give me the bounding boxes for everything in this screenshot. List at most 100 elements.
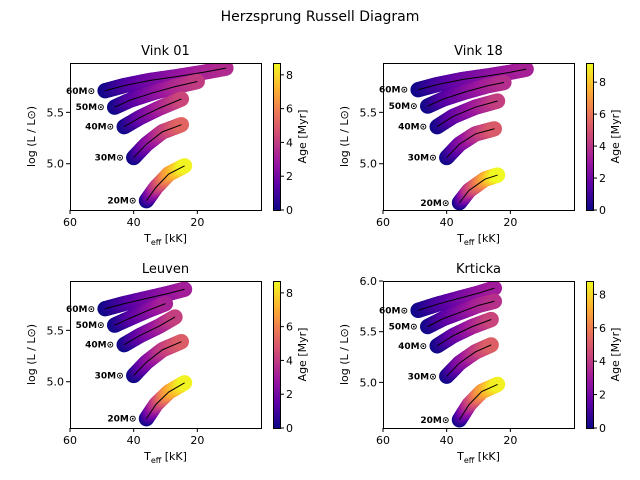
track-3 <box>126 117 190 166</box>
colorbar-frame <box>273 281 281 429</box>
mass-label: 50M⊙ <box>389 323 418 333</box>
track-1 <box>419 74 512 114</box>
colorbar-frame <box>273 63 281 211</box>
track-2 <box>116 91 190 135</box>
x-tick-label: 60 <box>63 434 77 447</box>
track-4 <box>138 375 193 427</box>
colorbar-tick-label: 0 <box>599 422 606 435</box>
track-line <box>123 316 176 346</box>
track-line <box>427 300 495 328</box>
colorbar-tick-label: 2 <box>286 170 293 183</box>
colorbar: 0 2 4 6 8 Age [Myr] <box>586 281 622 435</box>
mass-label: 20M⊙ <box>107 415 136 425</box>
track-line <box>145 165 185 202</box>
track-line <box>114 81 198 108</box>
y-tick-label: 6.0 <box>360 275 378 288</box>
y-axis-label: log (L / L⊙) <box>25 324 38 385</box>
track-2 <box>116 309 183 353</box>
colorbar-tick-label: 6 <box>599 322 606 335</box>
track-0 <box>97 281 193 317</box>
track-1 <box>106 296 174 333</box>
x-tick-label: 20 <box>190 434 204 447</box>
y-tick-label: 5.5 <box>47 324 65 337</box>
x-tick-label: 40 <box>127 216 141 229</box>
track-line <box>458 383 498 421</box>
x-axis-label: Teff [kK] <box>143 450 187 465</box>
mass-label: 50M⊙ <box>389 102 418 112</box>
colorbar-tick-label: 0 <box>599 204 606 217</box>
colorbar-tick-label: 2 <box>599 172 606 185</box>
track-2 <box>429 93 506 135</box>
y-tick-label: 5.0 <box>47 376 65 389</box>
mass-label: 40M⊙ <box>398 342 427 352</box>
mass-label: 60M⊙ <box>379 306 408 316</box>
colorbar-gradient <box>586 63 593 210</box>
y-tick-label: 5.5 <box>360 106 378 119</box>
colorbar-frame <box>586 281 594 429</box>
colorbar-tick-label: 8 <box>599 76 606 89</box>
mass-label: 30M⊙ <box>95 372 124 382</box>
x-tick-label: 60 <box>63 216 77 229</box>
mass-label: 60M⊙ <box>66 305 95 315</box>
track-line <box>133 124 182 158</box>
track-line <box>436 319 492 347</box>
x-tick-label: 40 <box>127 434 141 447</box>
track-line <box>114 303 166 326</box>
axes-frame <box>70 63 262 211</box>
track-line <box>427 82 505 107</box>
x-tick-label: 20 <box>190 216 204 229</box>
y-tick-label: 5.5 <box>360 326 378 339</box>
track-marker <box>218 63 234 76</box>
y-tick-label: 5.5 <box>47 106 65 119</box>
colorbar-label: Age [Myr] <box>296 328 309 382</box>
mass-label: 40M⊙ <box>398 123 427 133</box>
x-tick-label: 20 <box>503 216 517 229</box>
colorbar-tick-label: 8 <box>286 69 293 82</box>
track-line <box>104 288 185 310</box>
track-3 <box>439 337 499 384</box>
mass-label: 20M⊙ <box>420 199 449 209</box>
track-line <box>436 100 498 128</box>
panel-title: Leuven <box>142 262 189 277</box>
track-4 <box>451 376 506 428</box>
track-line <box>459 174 498 204</box>
x-tick-label: 40 <box>440 216 454 229</box>
mass-label: 30M⊙ <box>408 154 437 164</box>
colorbar-tick-label: 8 <box>286 287 293 300</box>
mass-label: 60M⊙ <box>66 87 95 97</box>
track-4 <box>451 167 506 210</box>
track-3 <box>439 121 503 166</box>
mass-label: 30M⊙ <box>95 154 124 164</box>
panel-title: Vink 01 <box>141 44 190 59</box>
panel-title: Vink 18 <box>454 44 503 59</box>
track-1 <box>419 293 503 335</box>
track-line <box>123 98 182 128</box>
axes-frame <box>383 63 575 211</box>
colorbar-tick-label: 4 <box>286 354 293 367</box>
colorbar: 0 2 4 6 8 Age [Myr] <box>586 63 622 217</box>
y-axis-label: log (L / L⊙) <box>338 324 351 385</box>
colorbar-tick-label: 0 <box>286 422 293 435</box>
track-line <box>133 341 182 376</box>
y-tick-label: 5.0 <box>47 158 65 171</box>
colorbar-tick-label: 6 <box>286 321 293 334</box>
x-axis-label: Teff [kK] <box>143 232 187 247</box>
track-0 <box>410 281 503 318</box>
y-tick-label: 5.0 <box>360 376 378 389</box>
axes-frame <box>70 281 262 429</box>
colorbar-tick-label: 4 <box>599 355 606 368</box>
colorbar-tick-label: 8 <box>599 288 606 301</box>
y-axis-label: log (L / L⊙) <box>25 106 38 167</box>
colorbar-frame <box>586 63 594 211</box>
track-line <box>417 68 527 91</box>
x-tick-label: 60 <box>376 434 390 447</box>
track-line <box>104 67 227 92</box>
colorbar-tick-label: 6 <box>286 103 293 116</box>
track-marker <box>177 158 193 174</box>
track-3 <box>126 334 190 384</box>
track-marker <box>518 63 534 77</box>
